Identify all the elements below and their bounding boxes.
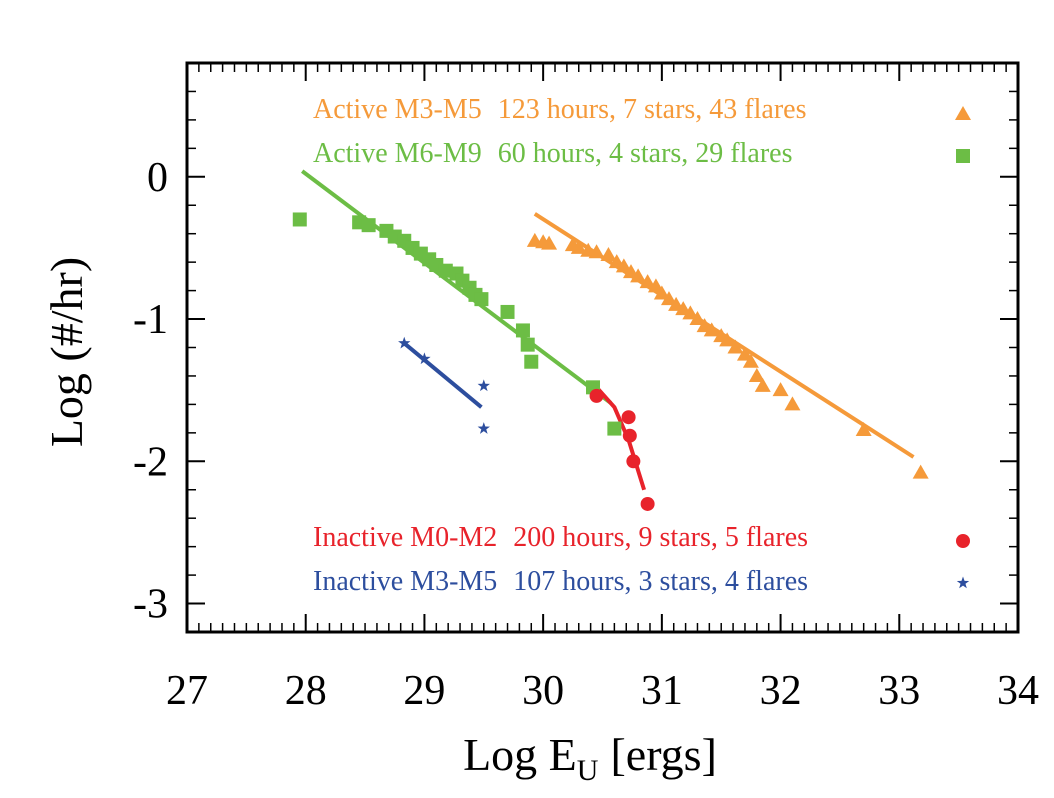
- legend-text-active-m6-m9: Active M6-M9 60 hours, 4 stars, 29 flares: [313, 138, 793, 169]
- legend-text-inactive-m3-m5: Inactive M3-M5 107 hours, 3 stars, 4 flar…: [313, 566, 808, 597]
- data-point-active-m3-m5: [630, 268, 647, 283]
- data-point-active-m3-m5: [615, 258, 632, 273]
- axis-ticks: [186, 62, 1019, 633]
- legend-series-name: Active M6-M9: [313, 138, 482, 169]
- legend-marker-active-m3-m5: [955, 106, 971, 120]
- data-point-active-m3-m5: [742, 353, 759, 368]
- x-tick-label: 30: [522, 668, 564, 714]
- data-point-active-m6-m9: [524, 354, 539, 369]
- data-point-active-m6-m9: [520, 337, 535, 352]
- data-point-inactive-m3-m5: [477, 379, 490, 392]
- data-point-active-m6-m9: [438, 263, 453, 278]
- y-tick-label: -2: [133, 439, 168, 485]
- y-tick-label: -3: [133, 582, 168, 628]
- data-point-active-m3-m5: [748, 367, 765, 382]
- data-point-inactive-m0-m2: [621, 410, 636, 425]
- x-tick-label: 31: [641, 668, 683, 714]
- legend-entry-active-m3-m5: Active M3-M5 123 hours, 7 stars, 43 flare…: [313, 94, 971, 125]
- data-point-active-m6-m9: [292, 212, 307, 227]
- x-tick-label: 33: [878, 668, 920, 714]
- data-point-active-m3-m5: [784, 396, 801, 411]
- data-point-active-m3-m5: [719, 332, 736, 347]
- y-axis-label: Log (#/hr): [41, 257, 92, 447]
- legend-marker-inactive-m0-m2: [956, 534, 970, 548]
- data-point-active-m6-m9: [515, 323, 530, 338]
- legend-text-active-m3-m5: Active M3-M5 123 hours, 7 stars, 43 flare…: [313, 94, 807, 125]
- y-tick-label: -1: [133, 297, 168, 343]
- data-point-active-m3-m5: [855, 422, 872, 437]
- legend-entry-inactive-m0-m2: Inactive M0-M2 200 hours, 9 stars, 5 flar…: [313, 522, 970, 553]
- data-points: [292, 212, 929, 511]
- legend-series-stats: 200 hours, 9 stars, 5 flares: [513, 522, 808, 553]
- tick-labels: 27 28 29 30 31 32 33 34 0 -1 -2 -3: [133, 155, 1039, 714]
- data-point-active-m6-m9: [474, 292, 489, 307]
- legend-series-stats: 107 hours, 3 stars, 4 flares: [513, 566, 808, 597]
- x-tick-label: 32: [760, 668, 802, 714]
- legend-text-inactive-m0-m2: Inactive M0-M2 200 hours, 9 stars, 5 flar…: [313, 522, 808, 553]
- data-point-active-m3-m5: [912, 464, 929, 479]
- data-point-active-m3-m5: [660, 291, 677, 306]
- data-point-active-m6-m9: [361, 218, 376, 233]
- x-tick-label: 28: [285, 668, 327, 714]
- data-point-inactive-m3-m5: [398, 336, 411, 349]
- data-point-active-m3-m5: [541, 235, 558, 250]
- legend-marker-active-m6-m9: [956, 149, 970, 163]
- x-axis-label-subscript: U: [577, 754, 599, 787]
- data-point-active-m3-m5: [727, 339, 744, 354]
- legend-series-stats: 123 hours, 7 stars, 43 flares: [498, 94, 807, 125]
- data-point-inactive-m0-m2: [622, 428, 637, 443]
- legend: Active M3-M5 123 hours, 7 stars, 43 flare…: [313, 94, 971, 597]
- legend-series-name: Active M3-M5: [313, 94, 482, 125]
- data-point-active-m3-m5: [639, 274, 656, 289]
- data-point-active-m3-m5: [600, 247, 617, 262]
- data-point-active-m3-m5: [653, 285, 670, 300]
- data-point-inactive-m3-m5: [418, 352, 431, 365]
- legend-series-name: Inactive M3-M5: [313, 566, 497, 597]
- data-point-inactive-m0-m2: [589, 388, 604, 403]
- data-point-inactive-m3-m5: [477, 422, 490, 434]
- data-point-active-m3-m5: [703, 322, 720, 337]
- data-point-active-m3-m5: [772, 382, 789, 397]
- legend-entry-active-m6-m9: Active M6-M9 60 hours, 4 stars, 29 flares: [313, 138, 970, 169]
- x-axis-label: Log EU [ergs]: [463, 729, 717, 787]
- fit-line-inactive-m0-m2: [595, 385, 647, 491]
- data-point-active-m6-m9: [500, 304, 515, 319]
- x-axis-label-suffix: [ergs]: [610, 729, 716, 780]
- x-tick-label: 34: [997, 668, 1039, 714]
- x-tick-label: 27: [166, 668, 208, 714]
- data-point-active-m3-m5: [754, 377, 771, 392]
- data-point-active-m3-m5: [570, 239, 587, 254]
- data-point-inactive-m0-m2: [626, 454, 641, 469]
- data-point-active-m3-m5: [689, 311, 706, 326]
- data-point-active-m6-m9: [607, 421, 622, 436]
- data-point-active-m3-m5: [736, 346, 753, 361]
- legend-marker-inactive-m3-m5: [956, 576, 970, 589]
- fit-lines: [300, 169, 915, 491]
- x-axis-label-main: Log E: [463, 729, 577, 780]
- legend-series-name: Inactive M0-M2: [313, 522, 497, 553]
- legend-entry-inactive-m3-m5: Inactive M3-M5 107 hours, 3 stars, 4 flar…: [313, 566, 970, 597]
- y-tick-label: 0: [147, 155, 168, 201]
- data-point-inactive-m0-m2: [640, 496, 655, 511]
- fit-line-inactive-m3-m5: [402, 341, 483, 409]
- legend-series-stats: 60 hours, 4 stars, 29 flares: [498, 138, 793, 169]
- data-point-active-m3-m5: [682, 305, 699, 320]
- data-point-active-m3-m5: [588, 244, 605, 259]
- x-tick-label: 29: [403, 668, 445, 714]
